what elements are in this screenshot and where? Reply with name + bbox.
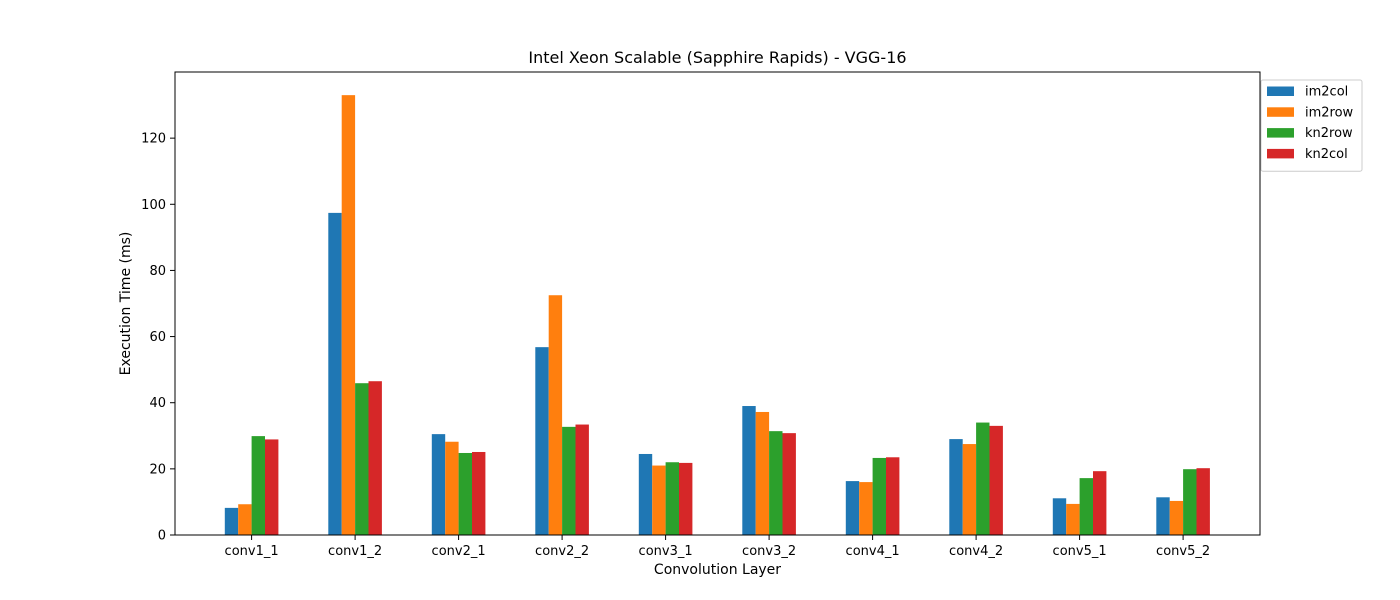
- legend-label-kn2row: kn2row: [1305, 126, 1353, 141]
- x-axis-title: Convolution Layer: [654, 562, 781, 578]
- bar-kn2col-conv4_2: [989, 425, 1003, 535]
- legend-label-im2col: im2col: [1305, 85, 1348, 100]
- y-axis-title: Execution Time (ms): [118, 232, 134, 376]
- bar-kn2col-conv2_1: [472, 451, 486, 535]
- bar-im2col-conv4_2: [949, 439, 963, 535]
- bar-im2row-conv5_2: [1169, 500, 1184, 535]
- legend-swatch-kn2col: [1267, 148, 1294, 159]
- bar-im2col-conv5_1: [1052, 498, 1067, 535]
- x-tick-label: conv1_2: [328, 544, 382, 559]
- bar-kn2row-conv2_1: [458, 452, 472, 535]
- y-tick-label: 40: [149, 396, 166, 411]
- bar-im2row-conv3_1: [652, 465, 666, 535]
- legend-swatch-im2row: [1267, 107, 1294, 117]
- bar-im2row-conv1_2: [341, 95, 356, 536]
- y-tick-label: 0: [158, 529, 166, 544]
- bar-kn2col-conv3_2: [782, 433, 796, 535]
- x-tick-label: conv3_2: [742, 544, 796, 559]
- bar-im2col-conv1_1: [224, 507, 239, 535]
- y-tick-label: 100: [141, 198, 166, 213]
- bar-im2row-conv2_2: [548, 295, 563, 535]
- x-tick-label: conv4_2: [949, 544, 1003, 559]
- y-tick-label: 80: [149, 264, 166, 279]
- bar-im2col-conv1_2: [328, 212, 342, 536]
- x-tick-label: conv2_2: [535, 544, 589, 559]
- chart-title: Intel Xeon Scalable (Sapphire Rapids) - …: [528, 48, 906, 67]
- bar-kn2row-conv5_1: [1079, 478, 1093, 535]
- bar-im2col-conv4_1: [845, 481, 860, 535]
- y-tick-label: 20: [149, 462, 166, 477]
- legend-swatch-kn2row: [1267, 128, 1294, 138]
- bars-group: [224, 95, 1210, 536]
- x-tick-label: conv5_1: [1053, 544, 1107, 559]
- bar-im2row-conv3_2: [755, 411, 770, 535]
- bar-im2row-conv1_1: [238, 504, 252, 535]
- bar-im2row-conv4_2: [962, 444, 977, 535]
- x-tick-label: conv5_2: [1156, 544, 1210, 559]
- legend-label-kn2col: kn2col: [1305, 147, 1348, 162]
- legend-swatch-im2col: [1267, 86, 1294, 96]
- bar-im2row-conv2_1: [445, 441, 459, 535]
- bar-im2row-conv5_1: [1066, 503, 1080, 535]
- x-tick-label: conv2_1: [432, 544, 486, 559]
- bar-kn2row-conv1_1: [251, 436, 265, 535]
- legend: im2col im2row kn2row kn2col: [1260, 79, 1363, 172]
- bar-im2row-conv4_1: [859, 482, 873, 535]
- bar-kn2col-conv2_2: [575, 424, 589, 535]
- bar-kn2col-conv4_1: [886, 457, 900, 535]
- bar-im2col-conv3_2: [742, 406, 756, 535]
- bar-im2col-conv3_1: [638, 453, 653, 535]
- bar-kn2col-conv5_2: [1196, 468, 1210, 535]
- bar-im2col-conv2_2: [535, 347, 549, 535]
- x-tick-label: conv4_1: [846, 544, 900, 559]
- y-axis: 0 20 40 60 80 100 120: [141, 132, 175, 544]
- bar-kn2row-conv1_2: [355, 383, 369, 535]
- bar-kn2row-conv4_2: [976, 422, 990, 535]
- bar-kn2col-conv1_1: [265, 439, 279, 535]
- y-tick-label: 120: [141, 132, 166, 147]
- bar-kn2row-conv2_2: [562, 426, 576, 535]
- bar-kn2col-conv3_1: [679, 462, 693, 535]
- bar-im2col-conv2_1: [431, 434, 446, 535]
- x-axis: conv1_1 conv1_2 conv2_1 conv2_2 conv3_1 conv3…: [225, 535, 1210, 559]
- bar-kn2row-conv3_2: [769, 431, 783, 535]
- y-tick-label: 60: [149, 330, 166, 345]
- bar-kn2row-conv5_2: [1183, 469, 1197, 535]
- bar-kn2col-conv1_2: [368, 381, 382, 535]
- x-tick-label: conv3_1: [639, 544, 693, 559]
- x-tick-label: conv1_1: [225, 544, 279, 559]
- plot-frame: [174, 71, 1261, 536]
- bar-kn2col-conv5_1: [1093, 471, 1107, 535]
- bar-im2col-conv5_2: [1156, 497, 1170, 535]
- bar-kn2row-conv4_1: [872, 457, 886, 535]
- legend-box: [1260, 79, 1363, 172]
- bar-kn2row-conv3_1: [665, 462, 679, 535]
- legend-label-im2row: im2row: [1305, 105, 1354, 120]
